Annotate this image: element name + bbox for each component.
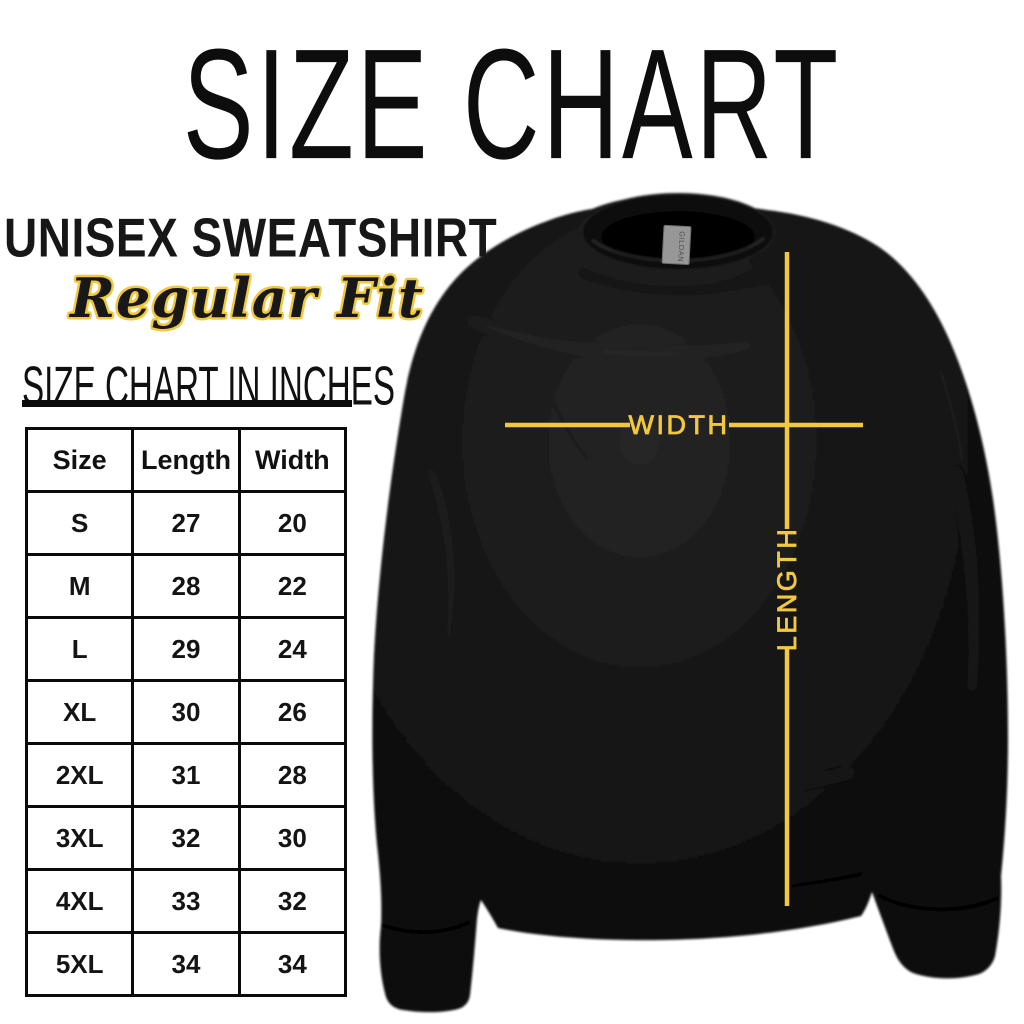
product-fit: Regular Fit [70, 266, 424, 330]
cuff-seam-right [877, 893, 999, 912]
shoulder-seam [938, 369, 964, 461]
page-title: SIZE CHART [182, 17, 842, 193]
section-heading: SIZE CHART IN INCHES [22, 355, 396, 417]
sweatshirt [372, 193, 1009, 1013]
length-cell: 29 [131, 616, 241, 682]
shoulder-seam [546, 389, 590, 461]
length-cell: 34 [131, 931, 241, 997]
length-cell: 27 [131, 490, 241, 556]
heading-underline [22, 400, 352, 407]
table-row: L 29 24 [24, 616, 348, 682]
length-cell: 32 [131, 805, 241, 871]
length-cell: 28 [131, 553, 241, 619]
table-row: 3XL 32 30 [24, 805, 348, 871]
table-row: XL 30 26 [24, 679, 348, 745]
length-label: LENGTH [772, 527, 802, 652]
size-cell: 3XL [24, 805, 135, 871]
neck-tag-text: GILDAN [676, 231, 687, 262]
wrinkle-shading [952, 469, 978, 691]
size-table: Size Length Width S 27 20 M 28 22 L 29 2… [24, 427, 348, 997]
size-cell: L [24, 616, 135, 682]
column-header-length: Length [131, 427, 241, 493]
cuff-seam-left [381, 920, 471, 935]
size-cell: 4XL [24, 868, 135, 934]
measurement-overlay: WIDTH LENGTH [505, 252, 863, 906]
wrinkle-shading [468, 316, 751, 358]
width-cell: 28 [237, 742, 348, 808]
width-cell: 24 [237, 616, 348, 682]
width-label: WIDTH [629, 410, 730, 440]
wrinkle-shading [427, 468, 454, 641]
width-cell: 32 [237, 868, 348, 934]
table-row: 4XL 33 32 [24, 868, 348, 934]
width-cell: 30 [237, 805, 348, 871]
table-row: 2XL 31 28 [24, 742, 348, 808]
table-row: M 28 22 [24, 553, 348, 619]
table-header-row: Size Length Width [24, 427, 348, 493]
wrinkle-shading [539, 767, 851, 795]
product-name: UNISEX SWEATSHIRT [4, 207, 498, 269]
header: SIZE CHART [0, 16, 1024, 192]
size-cell: XL [24, 679, 135, 745]
size-cell: 2XL [24, 742, 135, 808]
table-row: S 27 20 [24, 490, 348, 556]
neck-tag: GILDAN [661, 224, 692, 266]
width-cell: 22 [237, 553, 348, 619]
column-header-size: Size [24, 427, 135, 493]
collar-shadow [578, 265, 780, 295]
size-cell: 5XL [24, 931, 135, 997]
size-cell: S [24, 490, 135, 556]
hem-seam [499, 872, 863, 895]
size-cell: M [24, 553, 135, 619]
length-cell: 33 [131, 868, 241, 934]
length-cell: 31 [131, 742, 241, 808]
width-cell: 34 [237, 931, 348, 997]
width-cell: 26 [237, 679, 348, 745]
width-cell: 20 [237, 490, 348, 556]
sweatshirt-body [372, 195, 1009, 1013]
length-cell: 30 [131, 679, 241, 745]
column-header-width: Width [237, 427, 348, 493]
product-block: UNISEX SWEATSHIRT Regular Fit [4, 206, 497, 330]
table-row: 5XL 34 34 [24, 931, 348, 997]
